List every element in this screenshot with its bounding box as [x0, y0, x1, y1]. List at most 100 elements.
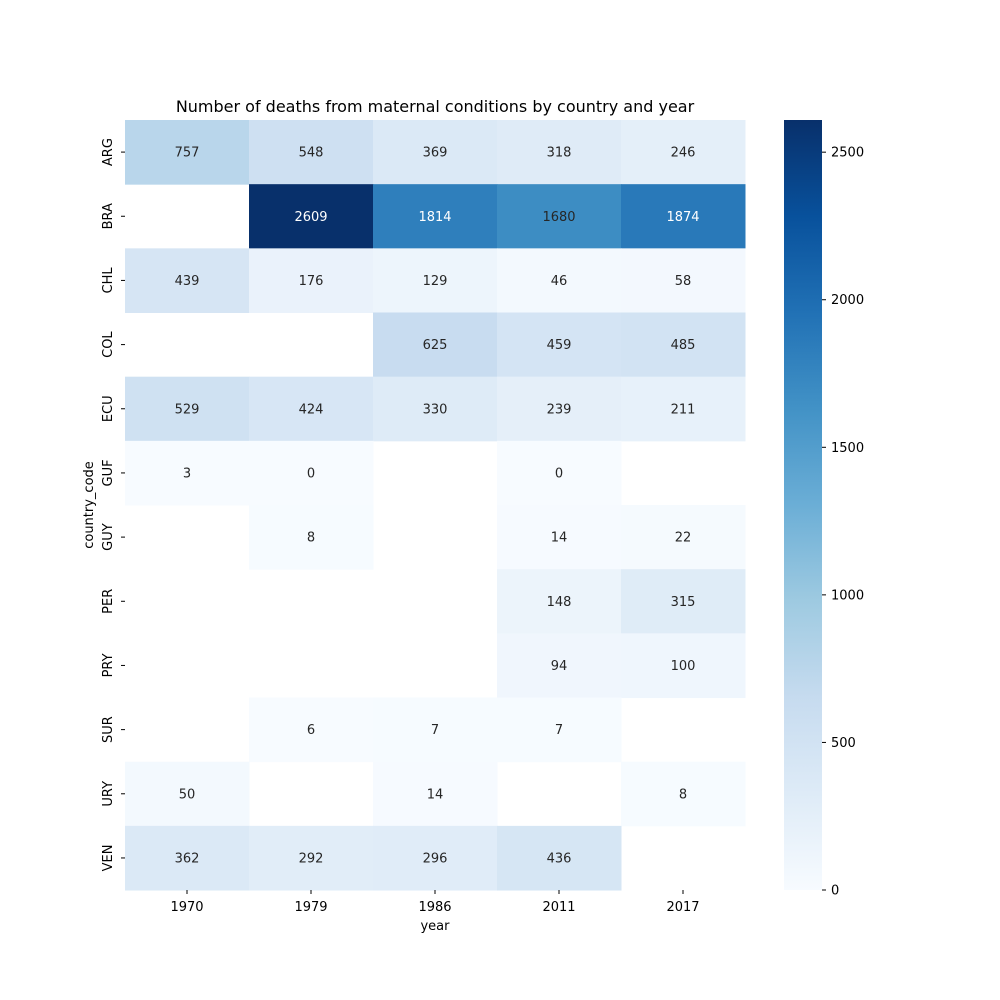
cell-value-label: 100	[671, 659, 696, 674]
heatmap-cell	[497, 697, 622, 763]
x-tick-label: 1979	[294, 900, 327, 915]
cell-value-label: 315	[671, 595, 696, 610]
cell-value-label: 2609	[294, 210, 327, 225]
heatmap-cell	[621, 505, 746, 570]
cell-value-label: 3	[183, 466, 191, 481]
cell-value-label: 7	[431, 723, 439, 738]
cell-value-label: 0	[555, 466, 563, 481]
heatmap-cell	[373, 761, 498, 827]
cell-value-label: 424	[299, 402, 324, 417]
colorbar-tick-label: 0	[831, 884, 839, 899]
cell-value-label: 1874	[666, 210, 699, 225]
heatmap-cell	[373, 248, 498, 314]
heatmap-cell	[621, 248, 746, 314]
colorbar-tick-label: 1000	[831, 588, 864, 603]
cell-value-label: 50	[179, 787, 196, 802]
cell-value-label: 548	[299, 146, 324, 161]
heatmap-cell	[125, 761, 250, 827]
cell-value-label: 8	[307, 531, 315, 546]
cell-value-label: 439	[175, 274, 200, 289]
colorbar-tick-label: 2500	[831, 146, 864, 161]
colorbar	[784, 120, 822, 890]
y-tick-label: GUY	[101, 523, 116, 551]
heatmap-cell	[497, 120, 622, 185]
cell-value-label: 292	[299, 851, 324, 866]
chart-title: Number of deaths from maternal condition…	[176, 97, 695, 116]
y-axis-label: country_code	[82, 461, 97, 549]
cell-value-label: 129	[423, 274, 448, 289]
heatmap-cell	[497, 184, 622, 249]
cell-value-label: 246	[671, 146, 696, 161]
cell-value-label: 436	[547, 851, 572, 866]
x-tick-label: 1986	[418, 900, 451, 915]
heatmap-cells: 757 548 369 318 246 2609 1814 1680 1874 439 176 129…	[125, 120, 746, 891]
cell-value-label: 1814	[418, 210, 451, 225]
cell-value-label: 529	[175, 402, 200, 417]
cell-value-label: 362	[175, 851, 200, 866]
heatmap-cell	[249, 184, 374, 249]
heatmap-cell	[249, 248, 374, 314]
heatmap-cell	[621, 633, 746, 699]
heatmap-cell	[621, 184, 746, 249]
cell-value-label: 296	[423, 851, 448, 866]
colorbar-tick-label: 500	[831, 736, 856, 751]
colorbar-tick-label: 1500	[831, 441, 864, 456]
heatmap-cell	[125, 825, 250, 891]
heatmap-cell	[621, 312, 746, 378]
y-axis: ARG BRA CHL COL ECU GUF GUY PER PRY SUR URY VEN	[101, 138, 125, 871]
cell-value-label: 58	[675, 274, 692, 289]
heatmap-cell	[125, 248, 250, 314]
x-tick-label: 2011	[542, 900, 575, 915]
heatmap-cell	[497, 825, 622, 891]
cell-value-label: 1680	[542, 210, 575, 225]
y-tick-label: VEN	[101, 845, 116, 872]
heatmap-cell	[125, 376, 250, 442]
y-tick-label: ARG	[101, 138, 116, 166]
cell-value-label: 148	[547, 595, 572, 610]
y-tick-label: SUR	[101, 716, 116, 743]
heatmap-cell	[373, 697, 498, 763]
heatmap-cell	[621, 569, 746, 634]
heatmap-cell	[249, 825, 374, 891]
cell-value-label: 369	[423, 146, 448, 161]
y-tick-label: ECU	[101, 395, 116, 422]
heatmap-cell	[497, 633, 622, 699]
colorbar-ticks: 0 500 1000 1500 2000 2500	[822, 146, 864, 899]
heatmap-cell	[249, 376, 374, 442]
heatmap-cell	[373, 376, 498, 442]
heatmap-cell	[497, 248, 622, 314]
cell-value-label: 14	[551, 531, 568, 546]
y-tick-label: PER	[101, 589, 116, 614]
cell-value-label: 46	[551, 274, 568, 289]
cell-value-label: 757	[175, 146, 200, 161]
cell-value-label: 330	[423, 402, 448, 417]
heatmap-cell	[125, 440, 250, 506]
x-tick-label: 2017	[666, 900, 699, 915]
x-axis-label: year	[420, 919, 450, 934]
x-axis: 1970 1979 1986 2011 2017	[170, 890, 700, 915]
heatmap-cell	[621, 761, 746, 827]
y-tick-label: CHL	[101, 267, 116, 294]
y-tick-label: PRY	[101, 653, 116, 677]
y-tick-label: COL	[101, 331, 116, 358]
heatmap-cell	[497, 376, 622, 442]
cell-value-label: 7	[555, 723, 563, 738]
cell-value-label: 8	[679, 787, 687, 802]
cell-value-label: 625	[423, 338, 448, 353]
cell-value-label: 22	[675, 531, 692, 546]
cell-value-label: 485	[671, 338, 696, 353]
heatmap-cell	[621, 120, 746, 185]
heatmap-cell	[249, 440, 374, 506]
heatmap-cell	[497, 312, 622, 378]
heatmap-cell	[497, 505, 622, 570]
y-tick-label: URY	[101, 781, 116, 807]
heatmap-cell	[373, 312, 498, 378]
y-tick-label: GUF	[101, 459, 116, 486]
cell-value-label: 176	[299, 274, 324, 289]
cell-value-label: 94	[551, 659, 568, 674]
heatmap-cell	[497, 569, 622, 634]
heatmap-cell	[249, 120, 374, 185]
cell-value-label: 14	[427, 787, 444, 802]
x-tick-label: 1970	[170, 900, 203, 915]
